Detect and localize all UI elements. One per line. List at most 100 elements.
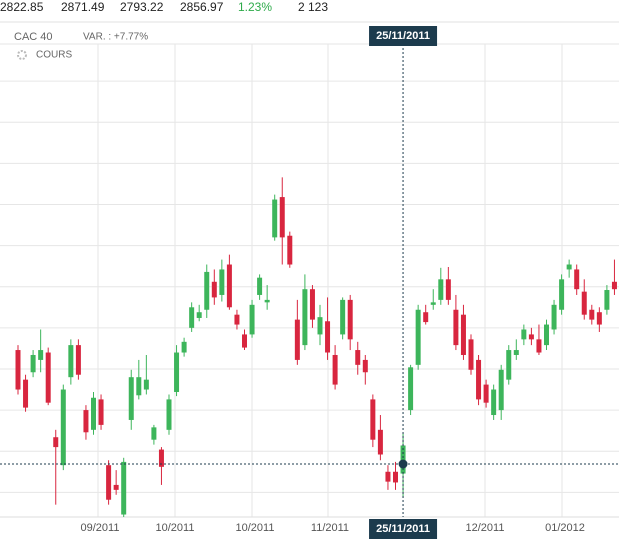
- candle-body: [128, 377, 134, 420]
- candle: [83, 405, 89, 440]
- candle-body: [309, 289, 315, 320]
- candle-body: [174, 352, 180, 392]
- candle-body: [143, 379, 149, 390]
- candle-body: [158, 449, 164, 467]
- candle-body: [559, 279, 565, 310]
- candle-body: [317, 317, 323, 335]
- candle: [377, 415, 383, 461]
- candle: [551, 299, 557, 335]
- header-change: 1.23%: [238, 0, 272, 14]
- candle-body: [106, 465, 112, 500]
- candle: [460, 304, 466, 360]
- x-tick-label: 12/2011: [466, 522, 505, 534]
- candle-body: [68, 345, 74, 378]
- header-open: 2822.85: [0, 0, 44, 14]
- candle: [53, 429, 59, 505]
- candle: [453, 294, 459, 351]
- candle: [347, 294, 353, 351]
- candle-body: [242, 334, 247, 348]
- candle-body: [113, 484, 119, 490]
- candle-body: [204, 271, 210, 310]
- candle: [219, 259, 225, 302]
- candle: [181, 337, 187, 357]
- candle: [513, 339, 519, 360]
- candle: [332, 345, 338, 390]
- candle-body: [521, 329, 527, 340]
- candle-body: [566, 264, 572, 270]
- candle-body: [491, 389, 497, 416]
- candle-body: [325, 321, 331, 353]
- candle-body: [294, 319, 300, 360]
- candle: [257, 274, 263, 300]
- candle-body: [393, 471, 398, 483]
- candle-body: [121, 461, 127, 515]
- candle-body: [219, 269, 225, 295]
- candle-body: [528, 334, 534, 340]
- candle: [370, 394, 376, 448]
- header-high: 2871.49: [61, 0, 105, 14]
- candle-body: [234, 314, 240, 325]
- candle: [45, 347, 51, 406]
- series-label: COURS: [36, 50, 72, 61]
- candle-body: [15, 350, 21, 390]
- candle: [106, 460, 112, 505]
- index-name: CAC 40: [14, 31, 53, 43]
- candle-body: [408, 367, 414, 411]
- candle-body: [498, 369, 504, 411]
- candle-body: [460, 314, 466, 355]
- candle-body: [226, 264, 232, 308]
- candle: [279, 177, 285, 265]
- candle-body: [513, 350, 519, 355]
- candle-body: [189, 307, 195, 328]
- candle-body: [581, 291, 587, 315]
- candle-body: [506, 350, 512, 380]
- candle-body: [430, 302, 436, 305]
- candle: [611, 259, 617, 295]
- candle: [166, 394, 172, 435]
- candle: [445, 266, 451, 305]
- candle-body: [302, 289, 308, 346]
- candle: [136, 359, 142, 400]
- candle-body: [181, 341, 187, 353]
- candle: [151, 424, 157, 445]
- candle-body: [544, 324, 549, 346]
- candle-body: [377, 429, 383, 455]
- x-tick-label: 10/2011: [156, 522, 195, 534]
- candle: [30, 350, 36, 378]
- candle-body: [536, 339, 542, 353]
- candle: [189, 302, 195, 332]
- candle: [128, 369, 134, 430]
- candle-body: [249, 304, 255, 335]
- candle: [158, 447, 164, 485]
- candle: [91, 391, 96, 435]
- candle-body: [30, 354, 36, 373]
- variation: VAR. : +7.77%: [83, 32, 148, 43]
- header-close: 2856.97: [180, 0, 224, 14]
- settings-icon[interactable]: [17, 50, 27, 60]
- candle-body: [272, 199, 278, 238]
- candle-body: [415, 309, 421, 365]
- candle: [211, 269, 217, 305]
- candle-body: [83, 410, 89, 433]
- candle: [604, 285, 610, 315]
- candle: [415, 304, 421, 370]
- candle: [498, 364, 504, 420]
- candle: [294, 299, 300, 365]
- candle-body: [604, 290, 610, 310]
- candle: [521, 324, 527, 346]
- candle: [98, 394, 104, 430]
- candle-body: [370, 399, 376, 440]
- candle: [581, 279, 587, 320]
- candle-body: [264, 299, 270, 303]
- candle-body: [423, 312, 429, 323]
- candle: [325, 297, 331, 360]
- candle-body: [75, 345, 81, 375]
- candle-body: [476, 359, 482, 400]
- header-low: 2793.22: [120, 0, 164, 14]
- candle-body: [91, 397, 96, 430]
- candle: [574, 264, 580, 295]
- candle-body: [355, 350, 361, 365]
- candle-body: [279, 197, 285, 238]
- header-volume: 2 123: [298, 0, 328, 14]
